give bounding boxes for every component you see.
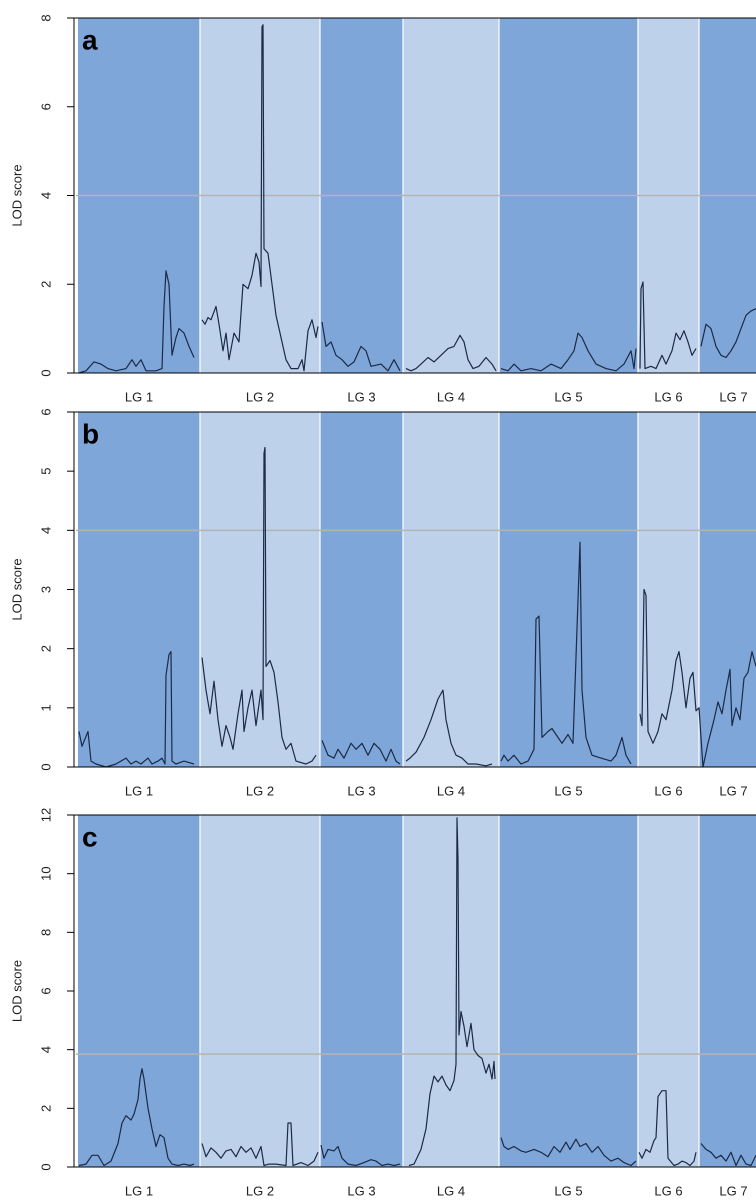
y-tick-label: 8 (38, 929, 53, 936)
linkage-group-band (499, 815, 638, 1167)
x-category-label: LG 5 (554, 1183, 582, 1198)
x-category-label: LG 6 (654, 1183, 682, 1198)
x-category-label: LG 4 (437, 389, 465, 404)
linkage-group-band (403, 412, 499, 767)
x-category-label: LG 6 (654, 389, 682, 404)
x-category-label: LG 1 (125, 389, 153, 404)
y-tick-label: 4 (38, 192, 53, 199)
linkage-group-band (320, 412, 403, 767)
linkage-group-band (78, 815, 200, 1167)
panel: LG 1 LG 2 LG 3 LG 4 LG 5 LG 6 LG 7 0 2 4 6 8 10 12 LOD… (9, 808, 756, 1198)
linkage-group-band (638, 815, 699, 1167)
x-category-label: LG 5 (554, 389, 582, 404)
x-category-label: LG 1 (125, 1183, 153, 1198)
x-category-label: LG 7 (719, 783, 747, 798)
panel-letter: c (82, 821, 98, 852)
y-tick-label: 4 (38, 1046, 53, 1053)
x-category-label: LG 6 (654, 783, 682, 798)
x-category-label: LG 2 (246, 783, 274, 798)
x-category-label: LG 2 (246, 389, 274, 404)
linkage-group-band (200, 815, 320, 1167)
y-axis-title: LOD score (9, 960, 24, 1022)
y-tick-label: 2 (38, 645, 53, 652)
y-tick-label: 2 (38, 1105, 53, 1112)
panel-letter: a (82, 24, 98, 55)
x-category-label: LG 4 (437, 1183, 465, 1198)
linkage-group-band (200, 412, 320, 767)
linkage-group-band (78, 412, 200, 767)
y-tick-label: 4 (38, 527, 53, 534)
panel: LG 1 LG 2 LG 3 LG 4 LG 5 LG 6 LG 7 0 1 2 3 4 5 6 LOD s… (9, 408, 756, 798)
panel-letter: b (82, 418, 99, 449)
y-axis-title: LOD score (9, 558, 24, 620)
x-category-label: LG 5 (554, 783, 582, 798)
y-tick-label: 3 (38, 586, 53, 593)
y-tick-label: 2 (38, 281, 53, 288)
lod-curve (78, 446, 756, 768)
y-tick-label: 6 (38, 408, 53, 415)
y-tick-label: 0 (38, 763, 53, 770)
linkage-group-band (699, 815, 756, 1167)
x-category-label: LG 3 (347, 389, 375, 404)
linkage-group-band (499, 412, 638, 767)
y-tick-label: 8 (38, 14, 53, 21)
linkage-group-band (699, 412, 756, 767)
lod-curve (78, 24, 756, 374)
y-tick-label: 0 (38, 1163, 53, 1170)
y-tick-label: 6 (38, 987, 53, 994)
x-category-label: LG 1 (125, 783, 153, 798)
x-category-label: LG 3 (347, 783, 375, 798)
x-category-label: LG 7 (719, 389, 747, 404)
linkage-group-band (403, 815, 499, 1167)
y-tick-label: 0 (38, 369, 53, 376)
lod-curve (78, 817, 756, 1167)
y-tick-label: 12 (38, 808, 53, 822)
y-tick-label: 6 (38, 103, 53, 110)
y-tick-label: 10 (38, 866, 53, 880)
y-tick-label: 1 (38, 704, 53, 711)
x-category-label: LG 4 (437, 783, 465, 798)
x-category-label: LG 7 (719, 1183, 747, 1198)
x-category-label: LG 2 (246, 1183, 274, 1198)
panel: LG 1 LG 2 LG 3 LG 4 LG 5 LG 6 LG 7 0 2 4 6 8 LOD sco… (9, 14, 756, 404)
y-tick-label: 5 (38, 468, 53, 475)
x-category-label: LG 3 (347, 1183, 375, 1198)
y-axis-title: LOD score (9, 164, 24, 226)
linkage-group-band (320, 815, 403, 1167)
